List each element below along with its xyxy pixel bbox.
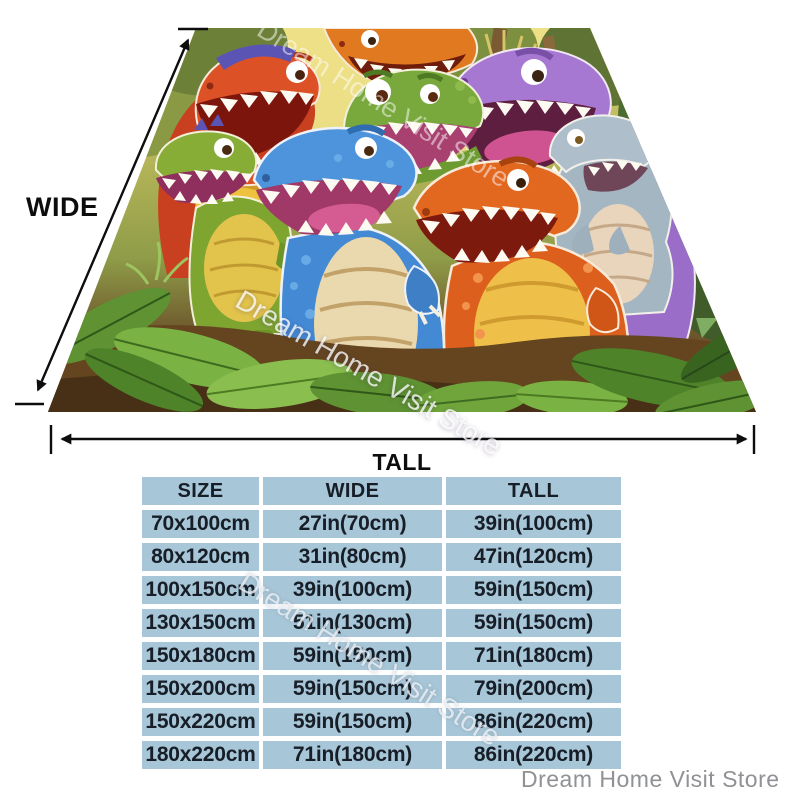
table-cell: 70x100cm [142, 510, 259, 538]
table-cell: 59in(150cm) [446, 609, 621, 637]
table-cell: 79in(200cm) [446, 675, 621, 703]
table-cell: 86in(220cm) [446, 708, 621, 736]
table-cell: 80x120cm [142, 543, 259, 571]
size-chart-table: SIZE WIDE TALL 70x100cm 27in(70cm) 39in(… [142, 477, 621, 769]
table-cell: 150x180cm [142, 642, 259, 670]
table-cell: 100x150cm [142, 576, 259, 604]
table-cell: 39in(100cm) [263, 576, 442, 604]
table-cell: 39in(100cm) [446, 510, 621, 538]
table-cell: 59in(150cm) [263, 642, 442, 670]
table-cell: 27in(70cm) [263, 510, 442, 538]
table-cell: 59in(150cm) [263, 708, 442, 736]
blanket-image [48, 28, 756, 412]
table-cell: 31in(80cm) [263, 543, 442, 571]
tall-dimension-label: TALL [372, 449, 432, 475]
column-header-size: SIZE [142, 477, 259, 505]
table-cell: 130x150cm [142, 609, 259, 637]
column-header-wide: WIDE [263, 477, 442, 505]
table-cell: 71in(180cm) [446, 642, 621, 670]
table-cell: 71in(180cm) [263, 741, 442, 769]
table-cell: 51in(130cm) [263, 609, 442, 637]
wide-dimension-label: WIDE [26, 192, 99, 222]
table-cell: 150x200cm [142, 675, 259, 703]
table-cell: 59in(150cm) [446, 576, 621, 604]
table-cell: 150x220cm [142, 708, 259, 736]
table-cell: 59in(150cm) [263, 675, 442, 703]
table-cell: 47in(120cm) [446, 543, 621, 571]
column-header-tall: TALL [446, 477, 621, 505]
table-cell: 86in(220cm) [446, 741, 621, 769]
table-cell: 180x220cm [142, 741, 259, 769]
store-name-text: Dream Home Visit Store [521, 766, 780, 792]
